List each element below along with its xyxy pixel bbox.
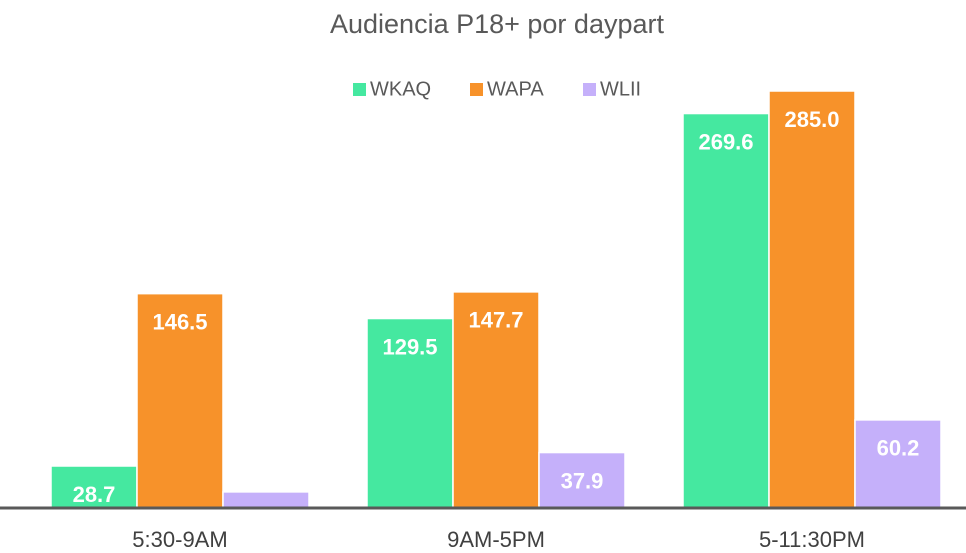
bar (854, 419, 942, 509)
data-label: 37.9 (561, 468, 604, 493)
x-tick-label: 5:30-9AM (132, 527, 227, 552)
legend-swatch (470, 83, 483, 96)
bar (768, 90, 856, 509)
data-label: 269.6 (698, 129, 753, 154)
data-label: 28.7 (73, 482, 116, 507)
legend-swatch (353, 83, 366, 96)
data-label: 147.7 (468, 308, 523, 333)
legend-label: WKAQ (370, 78, 431, 100)
data-label: 60.2 (877, 436, 920, 461)
bar (50, 465, 138, 509)
bar (452, 291, 540, 509)
legend-label: WAPA (487, 78, 544, 100)
bar (136, 292, 224, 509)
x-tick-label: 9AM-5PM (447, 527, 545, 552)
x-tick-label: 5-11:30PM (759, 527, 865, 552)
data-label: 146.5 (152, 309, 207, 334)
data-label: 129.5 (382, 334, 437, 359)
bar (366, 317, 454, 509)
data-label: 285.0 (784, 107, 839, 132)
data-label: 11.0 (245, 508, 287, 533)
bar (682, 112, 770, 509)
chart-title: Audiencia P18+ por daypart (330, 9, 664, 39)
bar (222, 491, 310, 509)
legend-label: WLII (600, 78, 641, 100)
legend-swatch (583, 83, 596, 96)
